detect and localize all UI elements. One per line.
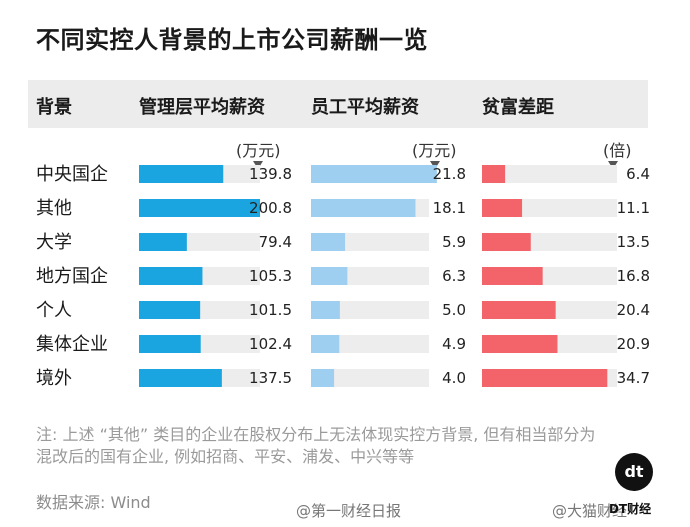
bar-gap bbox=[482, 233, 531, 251]
data-source: 数据来源: Wind bbox=[36, 493, 151, 512]
bar-mgmt bbox=[139, 267, 203, 285]
bar-gap bbox=[482, 199, 523, 217]
value-label-staff: 18.1 bbox=[433, 199, 466, 217]
bar-gap bbox=[482, 301, 556, 319]
bar-chart: 中央国企 139.8 21.8 6.4 其他 200.8 18.1 11.1 大学 79.4 5.9… bbox=[36, 164, 650, 389]
bar-mgmt bbox=[139, 233, 187, 251]
value-label-staff: 4.9 bbox=[442, 335, 466, 353]
unit-mgmt: (万元) bbox=[236, 141, 281, 160]
category-label: 个人 bbox=[36, 300, 72, 321]
bar-staff bbox=[311, 369, 335, 387]
bar-track bbox=[311, 301, 429, 319]
value-label-gap: 13.5 bbox=[617, 233, 650, 251]
unit-gap: (倍) bbox=[603, 141, 632, 160]
value-label-gap: 20.9 bbox=[617, 335, 650, 353]
value-label-staff: 5.9 bbox=[442, 233, 466, 251]
bar-staff bbox=[311, 233, 346, 251]
value-label-staff: 4.0 bbox=[442, 369, 466, 387]
header-mgmt-salary: 管理层平均薪资 bbox=[139, 97, 265, 118]
bar-track bbox=[311, 335, 429, 353]
category-label: 其他 bbox=[36, 198, 72, 219]
header-background: 背景 bbox=[36, 97, 72, 118]
bar-gap bbox=[482, 335, 558, 353]
value-label-mgmt: 102.4 bbox=[249, 335, 292, 353]
bar-staff bbox=[311, 335, 340, 353]
bar-staff bbox=[311, 165, 437, 183]
watermark-left: @第一财经日报 bbox=[296, 502, 402, 520]
value-label-gap: 20.4 bbox=[617, 301, 650, 319]
bar-staff bbox=[311, 199, 416, 217]
category-label: 地方国企 bbox=[36, 266, 108, 287]
unit-staff: (万元) bbox=[412, 141, 457, 160]
value-label-gap: 6.4 bbox=[626, 165, 650, 183]
footnote: 注: 上述 “其他” 类目的企业在股权分布上无法体现实控方背景, 但有相当部分为… bbox=[36, 425, 596, 466]
bar-mgmt bbox=[139, 165, 224, 183]
value-label-gap: 34.7 bbox=[617, 369, 650, 387]
value-label-mgmt: 200.8 bbox=[249, 199, 292, 217]
value-label-mgmt: 79.4 bbox=[259, 233, 292, 251]
header-staff-salary: 员工平均薪资 bbox=[311, 97, 419, 118]
watermark-right: @大猫财经 bbox=[552, 502, 628, 520]
bar-mgmt bbox=[139, 335, 201, 353]
category-label: 大学 bbox=[36, 232, 72, 253]
category-label: 境外 bbox=[36, 368, 72, 389]
value-label-staff: 21.8 bbox=[433, 165, 466, 183]
bar-track bbox=[482, 165, 617, 183]
header-wealth-gap: 贫富差距 bbox=[482, 97, 554, 118]
bar-mgmt bbox=[139, 199, 260, 217]
value-label-staff: 6.3 bbox=[442, 267, 466, 285]
value-label-staff: 5.0 bbox=[442, 301, 466, 319]
bar-gap bbox=[482, 267, 543, 285]
chart-title: 不同实控人背景的上市公司薪酬一览 bbox=[36, 26, 428, 54]
bar-staff bbox=[311, 267, 348, 285]
bar-gap bbox=[482, 165, 506, 183]
dt-logo-icon: dt bbox=[615, 453, 653, 491]
header-band bbox=[28, 80, 648, 128]
bar-track bbox=[311, 369, 429, 387]
category-label: 集体企业 bbox=[36, 334, 108, 355]
value-label-mgmt: 137.5 bbox=[249, 369, 292, 387]
value-label-gap: 11.1 bbox=[617, 199, 650, 217]
bar-staff bbox=[311, 301, 340, 319]
logo-text: DT财经 bbox=[609, 502, 652, 516]
value-label-mgmt: 139.8 bbox=[249, 165, 292, 183]
value-label-mgmt: 105.3 bbox=[249, 267, 292, 285]
bar-mgmt bbox=[139, 369, 222, 387]
value-label-mgmt: 101.5 bbox=[249, 301, 292, 319]
bar-gap bbox=[482, 369, 608, 387]
value-label-gap: 16.8 bbox=[617, 267, 650, 285]
category-label: 中央国企 bbox=[36, 164, 108, 185]
bar-mgmt bbox=[139, 301, 201, 319]
